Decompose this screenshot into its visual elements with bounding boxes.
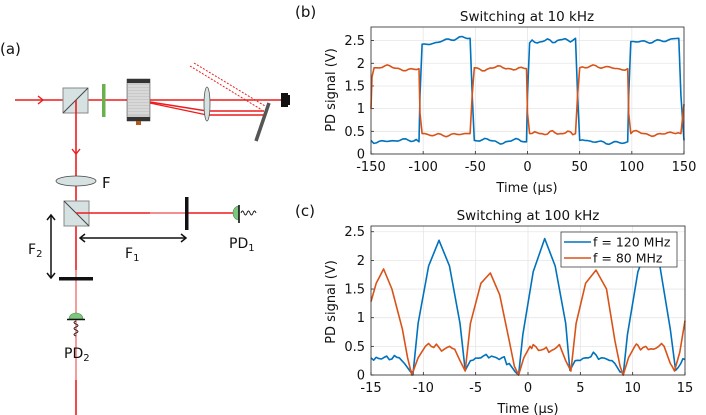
legend-label-80mhz: f = 80 MHz [593, 251, 663, 266]
lens-F-label: F [102, 174, 111, 192]
PD2-label: PD2 [64, 346, 90, 364]
chart-100khz: Switching at 100 kHz PD signal (V) Time … [324, 208, 693, 415]
chart-100khz-axes-box [370, 225, 686, 376]
x-tick-label: -50 [465, 160, 486, 175]
retro-reflected-beam [189, 65, 263, 111]
chart-10khz-axes-box [370, 26, 685, 155]
F1-distance-arrow-icon [78, 233, 188, 243]
panel-label-c: (c) [295, 202, 315, 220]
chart-100khz-title: Switching at 100 kHz [457, 208, 600, 224]
y-tick-label: 1.5 [344, 283, 365, 298]
beam-direction-arrow-icon [37, 95, 45, 105]
photodiode-PD1-icon [232, 205, 257, 223]
waveplate [102, 84, 106, 117]
chart-100khz-xlabel: Time (μs) [496, 402, 558, 415]
series-line-f-80-mhz [370, 64, 685, 138]
x-tick-label: -10 [413, 381, 434, 396]
y-tick-label: 2 [357, 57, 365, 72]
x-tick-label: 10 [624, 381, 641, 396]
chart-10khz-series [370, 35, 685, 146]
series-line-f-80-mhz [370, 268, 686, 376]
y-tick-label: 2.5 [344, 34, 365, 49]
legend-label-120mhz: f = 120 MHz [593, 235, 671, 250]
x-tick-label: -5 [469, 381, 482, 396]
F2-label: F2 [28, 242, 42, 260]
PD1-label: PD1 [229, 236, 255, 254]
y-tick-label: 0 [357, 148, 365, 163]
x-tick-label: 0 [524, 381, 532, 396]
y-tick-label: 1 [357, 102, 365, 117]
x-tick-label: 150 [672, 160, 697, 175]
F1-label: F1 [125, 246, 139, 264]
y-tick-label: 0.5 [344, 125, 365, 140]
x-tick-label: -100 [408, 160, 438, 175]
aperture-F1 [185, 197, 189, 230]
panel-label-a: (a) [0, 40, 21, 58]
chart-100khz-ylabel: PD signal (V) [324, 260, 339, 344]
chart-100khz-legend: f = 120 MHz f = 80 MHz [560, 231, 678, 268]
beam-dump [281, 93, 290, 107]
y-tick-label: 1.5 [344, 79, 365, 94]
chart-100khz-series [370, 237, 686, 376]
F2-distance-arrow-icon [46, 213, 56, 280]
lens-F [55, 175, 97, 187]
x-tick-label: -150 [356, 160, 386, 175]
x-tick-label: 0 [523, 160, 531, 175]
chart-100khz-ticks: -15 -10 -5 0 5 10 15 0 0.5 1 1.5 2 2.5 [344, 225, 693, 396]
series-line-f-120-mhz [370, 237, 686, 376]
x-tick-label: -15 [360, 381, 381, 396]
chart-10khz: Switching at 10 kHz PD signal (V) Time (… [324, 9, 696, 196]
x-tick-label: 100 [619, 160, 644, 175]
chart-10khz-title: Switching at 10 kHz [460, 9, 594, 25]
y-tick-label: 1 [357, 311, 365, 326]
y-tick-label: 2.5 [344, 225, 365, 240]
y-tick-label: 0.5 [344, 340, 365, 355]
mirror [254, 102, 271, 142]
chart-10khz-ticks: -150 -100 -50 0 50 100 150 0 0.5 1 1.5 2 2.5 [344, 34, 696, 175]
x-tick-label: 5 [576, 381, 584, 396]
x-tick-label: 50 [571, 160, 588, 175]
y-tick-label: 2 [357, 254, 365, 269]
acousto-optic-modulator [126, 78, 151, 125]
y-tick-label: 0 [357, 369, 365, 384]
lens [203, 86, 211, 122]
panel-label-b: (b) [295, 3, 316, 21]
photodiode-PD2-icon [67, 312, 85, 337]
optical-setup-diagram: F F1 F2 PD1 [15, 62, 290, 415]
chart-10khz-ylabel: PD signal (V) [324, 48, 339, 132]
beam-down-arrow-icon [71, 148, 81, 156]
x-tick-label: 15 [677, 381, 694, 396]
aperture-F2 [59, 277, 93, 281]
chart-10khz-xlabel: Time (μs) [495, 181, 557, 196]
